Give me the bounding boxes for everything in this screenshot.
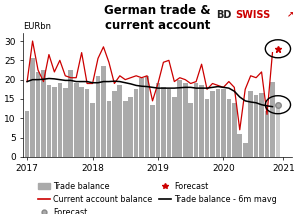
- Bar: [265, 110, 269, 157]
- Bar: [221, 89, 226, 157]
- Bar: [183, 83, 188, 157]
- Bar: [41, 70, 46, 157]
- Bar: [90, 103, 95, 157]
- Bar: [172, 97, 177, 157]
- Bar: [254, 95, 258, 157]
- Bar: [79, 87, 84, 157]
- Bar: [205, 99, 209, 157]
- Bar: [101, 66, 106, 157]
- Bar: [68, 70, 73, 157]
- Bar: [167, 89, 171, 157]
- Bar: [276, 103, 280, 157]
- Bar: [139, 78, 144, 157]
- Bar: [25, 110, 29, 157]
- Bar: [58, 83, 62, 157]
- Bar: [150, 105, 155, 157]
- Bar: [243, 143, 248, 157]
- Bar: [237, 134, 242, 157]
- Bar: [226, 99, 231, 157]
- Bar: [112, 91, 117, 157]
- Bar: [123, 101, 127, 157]
- Bar: [178, 80, 182, 157]
- Bar: [210, 91, 215, 157]
- Bar: [188, 103, 193, 157]
- Bar: [270, 82, 275, 157]
- Bar: [128, 97, 133, 157]
- Text: SWISS: SWISS: [236, 10, 271, 20]
- Bar: [52, 87, 57, 157]
- Text: BD: BD: [216, 10, 231, 20]
- Bar: [216, 89, 220, 157]
- Bar: [199, 85, 204, 157]
- Bar: [194, 83, 199, 157]
- Bar: [259, 93, 264, 157]
- Bar: [106, 101, 111, 157]
- Bar: [161, 87, 166, 157]
- Bar: [46, 85, 51, 157]
- Bar: [118, 85, 122, 157]
- Bar: [36, 72, 40, 157]
- Bar: [85, 89, 89, 157]
- Title: German trade &
current account: German trade & current account: [104, 4, 211, 32]
- Bar: [30, 58, 35, 157]
- Bar: [248, 91, 253, 157]
- Text: ↗: ↗: [286, 10, 293, 19]
- Bar: [232, 103, 237, 157]
- Bar: [63, 88, 68, 157]
- Bar: [134, 89, 139, 157]
- Bar: [96, 76, 100, 157]
- Bar: [145, 76, 149, 157]
- Bar: [74, 83, 79, 157]
- Text: EURbn: EURbn: [23, 22, 51, 31]
- Bar: [156, 83, 160, 157]
- Legend: Trade balance, Current account balance, Forecast, Forecast, Trade balance - 6m m: Trade balance, Current account balance, …: [38, 182, 277, 214]
